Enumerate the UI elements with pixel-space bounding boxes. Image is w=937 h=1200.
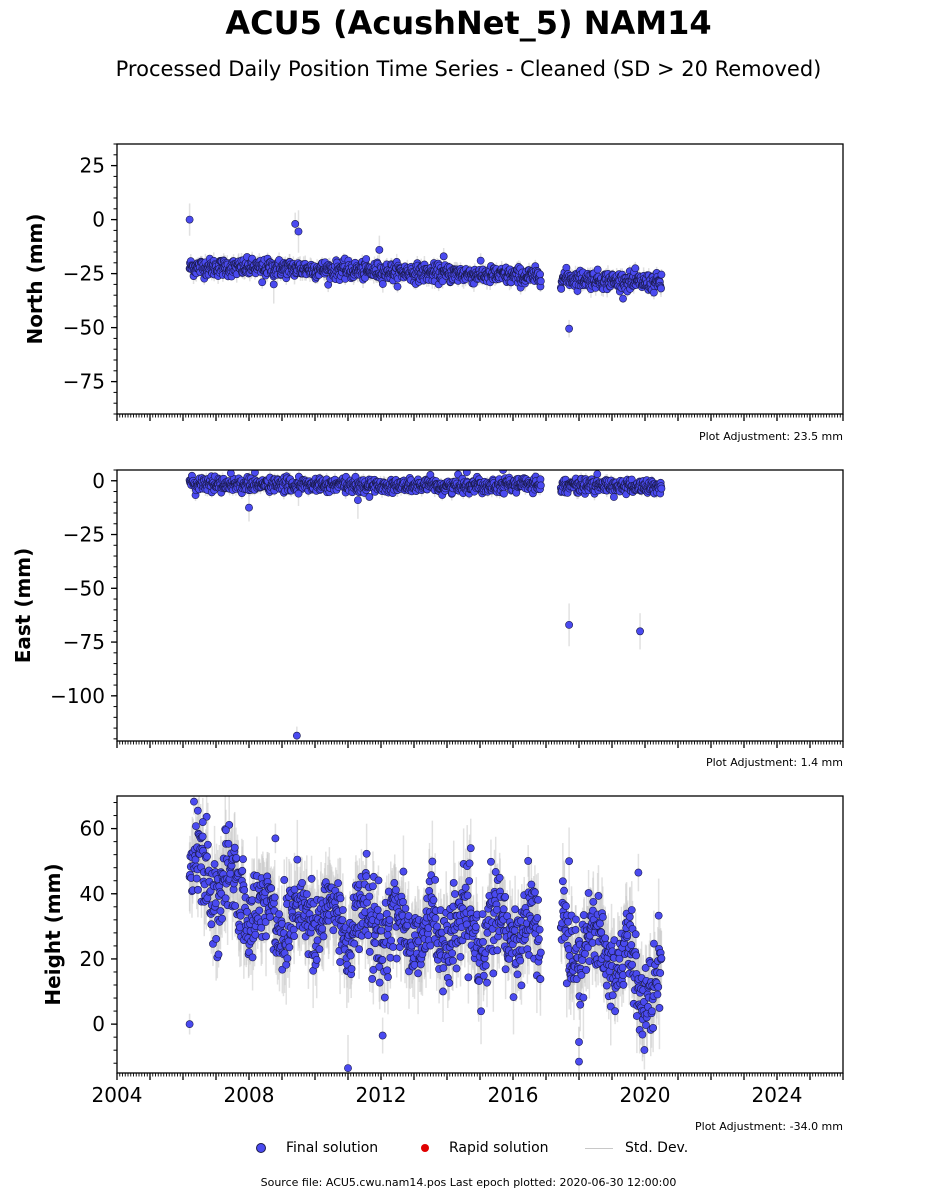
final-solution-point xyxy=(245,503,253,512)
final-solution-point xyxy=(593,265,602,274)
final-solution-point xyxy=(353,496,362,505)
final-solution-point xyxy=(362,255,371,263)
final-solution-point xyxy=(500,489,508,498)
final-solution-point xyxy=(292,731,301,740)
final-solution-point xyxy=(438,277,447,286)
final-solution-point xyxy=(251,470,259,477)
final-solution-point xyxy=(565,324,573,333)
y-tick-label: −50 xyxy=(63,576,105,600)
final-solution-point xyxy=(536,481,545,490)
y-tick-label: 0 xyxy=(92,469,105,493)
final-solution-point xyxy=(185,215,194,224)
final-solution-point xyxy=(393,282,402,291)
panel-1: 25 0 −25 −50 −75 North (mm) Plot Adjustment: 2… xyxy=(23,143,844,443)
y-tick-label: −25 xyxy=(63,523,105,547)
final-solution-point xyxy=(462,470,471,477)
final-solution-point xyxy=(650,288,658,297)
final-solution-point xyxy=(294,489,303,498)
final-solution-point xyxy=(294,227,303,236)
final-solution-point xyxy=(226,470,235,478)
final-solution-point xyxy=(536,277,545,286)
panel-2-data xyxy=(185,470,666,741)
final-solution-point xyxy=(557,284,566,293)
y-tick-label: −75 xyxy=(63,370,105,394)
final-solution-point xyxy=(657,484,666,493)
y-tick-label: −50 xyxy=(63,316,105,340)
y-tick-label: −25 xyxy=(63,262,105,286)
panel-1-data xyxy=(185,203,666,338)
y-tick-label: 0 xyxy=(92,208,105,232)
final-solution-point xyxy=(565,620,573,629)
final-solution-point xyxy=(657,284,665,293)
final-solution-point xyxy=(619,294,627,303)
final-solution-point xyxy=(365,493,374,501)
final-solution-point xyxy=(375,245,384,254)
final-solution-point xyxy=(291,220,300,228)
y-axis-label: North (mm) xyxy=(23,213,47,344)
final-solution-point xyxy=(657,270,666,279)
chart-subtitle: Processed Daily Position Time Series - C… xyxy=(115,57,822,81)
y-tick-label: −75 xyxy=(63,630,105,654)
y-tick-label: −100 xyxy=(50,684,105,708)
final-solution-point xyxy=(258,278,267,287)
final-solution-point xyxy=(610,493,618,501)
plot-frame xyxy=(116,469,844,742)
final-solution-point xyxy=(499,470,507,474)
final-solution-point xyxy=(476,256,485,265)
final-solution-point xyxy=(378,280,387,288)
plot-adjustment-note: Plot Adjustment: 23.5 mm xyxy=(699,430,843,443)
final-solution-point xyxy=(631,264,640,273)
chart-title: ACU5 (AcushNet_5) NAM14 xyxy=(225,4,712,42)
final-solution-point xyxy=(269,280,278,289)
y-tick-label: 25 xyxy=(80,154,105,178)
final-solution-point xyxy=(439,252,448,261)
final-solution-point xyxy=(536,270,544,279)
final-solution-point xyxy=(593,470,602,478)
final-solution-point xyxy=(636,627,644,636)
